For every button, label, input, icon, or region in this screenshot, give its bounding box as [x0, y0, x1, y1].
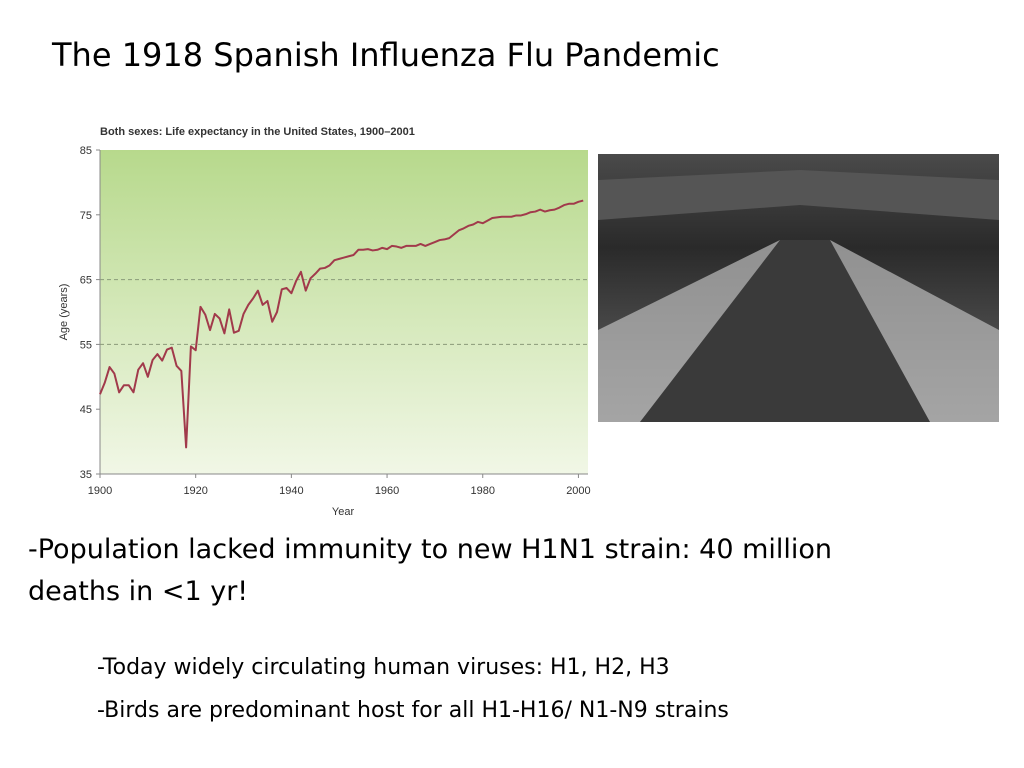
bullet: deaths in <1 yr!: [28, 576, 248, 607]
y-tick-label: 75: [80, 210, 92, 222]
y-tick-label: 45: [80, 404, 92, 416]
bullet: -Population lacked immunity to new H1N1 …: [28, 534, 832, 565]
x-axis-label: Year: [332, 506, 355, 518]
y-tick-label: 35: [80, 469, 92, 481]
slide-title: The 1918 Spanish Influenza Flu Pandemic: [51, 36, 720, 74]
y-tick-label: 65: [80, 275, 92, 287]
x-tick-label: 2000: [566, 485, 590, 497]
data-line: [99, 199, 584, 449]
sub-bullet: -Birds are predominant host for all H1-H…: [97, 698, 729, 723]
y-tick-label: 85: [80, 145, 92, 157]
photo: [598, 154, 999, 422]
x-tick-label: 1980: [471, 485, 495, 497]
sub-bullet: -Today widely circulating human viruses:…: [97, 655, 670, 680]
x-tick-label: 1920: [183, 485, 207, 497]
chart-title: Both sexes: Life expectancy in the Unite…: [100, 126, 415, 138]
plot-background: [100, 150, 588, 474]
y-axis-label: Age (years): [58, 284, 70, 341]
x-tick-label: 1900: [88, 485, 112, 497]
y-tick-label: 55: [80, 339, 92, 351]
x-tick-label: 1940: [279, 485, 303, 497]
x-tick-label: 1960: [375, 485, 399, 497]
